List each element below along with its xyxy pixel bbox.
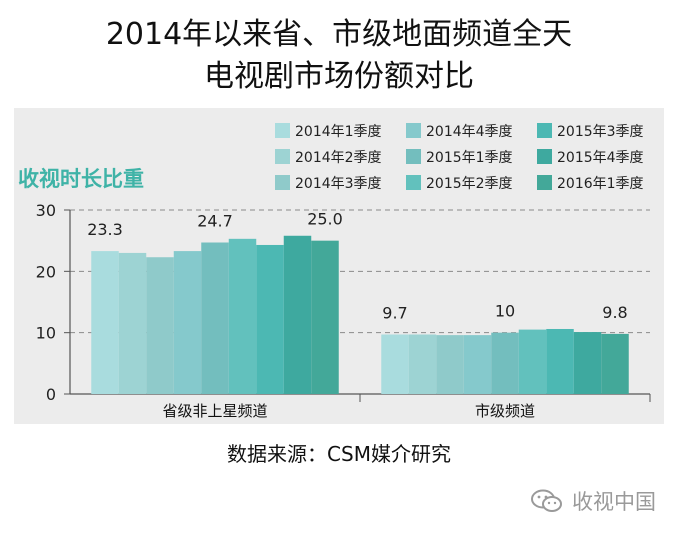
bar (408, 334, 437, 394)
bar (91, 251, 119, 394)
bar (146, 257, 174, 394)
bar (491, 332, 519, 394)
bar (311, 240, 339, 394)
legend-swatch (537, 123, 552, 138)
legend-swatch (275, 123, 290, 138)
legend-swatch (275, 175, 290, 190)
source-note: 数据来源：CSM媒介研究 (227, 442, 451, 466)
legend-label: 2016年1季度 (557, 176, 644, 192)
legend-swatch (406, 123, 421, 138)
chart-title-line-1: 2014年以来省、市级地面频道全天 (105, 17, 573, 52)
legend-label: 2014年1季度 (295, 124, 382, 140)
wechat-icon (531, 489, 562, 512)
legend-label: 2015年1季度 (426, 150, 513, 166)
legend-swatch (275, 149, 290, 164)
data-label: 23.3 (87, 220, 123, 239)
data-label: 9.7 (382, 304, 407, 323)
chart-title-line-2: 电视剧市场份额对比 (204, 59, 474, 94)
bar (463, 335, 492, 394)
legend-label: 2015年3季度 (557, 124, 644, 140)
legend-label: 2014年4季度 (426, 124, 513, 140)
data-label: 9.8 (602, 303, 627, 322)
bar (381, 334, 409, 394)
y-tick-label: 20 (36, 262, 56, 281)
data-label: 24.7 (197, 212, 233, 231)
bar (256, 244, 284, 394)
watermark: 收视中国 (530, 486, 656, 516)
legend-label: 2014年2季度 (295, 150, 382, 166)
bar (518, 329, 547, 394)
x-tick-label: 市级频道 (475, 402, 535, 420)
y-tick-label: 0 (46, 385, 56, 404)
legend-swatch (406, 149, 421, 164)
legend-swatch (537, 149, 552, 164)
chart-label: 收视时长比重 (18, 167, 144, 191)
legend-swatch (537, 175, 552, 190)
bar (173, 251, 202, 394)
legend-label: 2015年2季度 (426, 176, 513, 192)
bar (573, 332, 602, 394)
bar-chart: 收视时长比重 0 10 20 30 省级非上星频道 市级频道 23.3 24.7 25.0 9.7 1… (18, 123, 651, 420)
bar (283, 235, 312, 394)
data-label: 25.0 (307, 210, 343, 229)
y-tick-label: 10 (36, 324, 56, 343)
bar (118, 252, 147, 394)
bar (436, 335, 464, 394)
y-tick-label: 30 (36, 201, 56, 220)
bar (201, 242, 229, 394)
legend-swatch (406, 175, 421, 190)
watermark-text: 收视中国 (572, 490, 656, 514)
data-label: 10 (495, 302, 515, 321)
legend-label: 2014年3季度 (295, 176, 382, 192)
bar (546, 328, 574, 394)
legend-label: 2015年4季度 (557, 150, 644, 166)
bar (228, 238, 257, 394)
bar (601, 333, 629, 394)
x-tick-label: 省级非上星频道 (162, 402, 267, 420)
